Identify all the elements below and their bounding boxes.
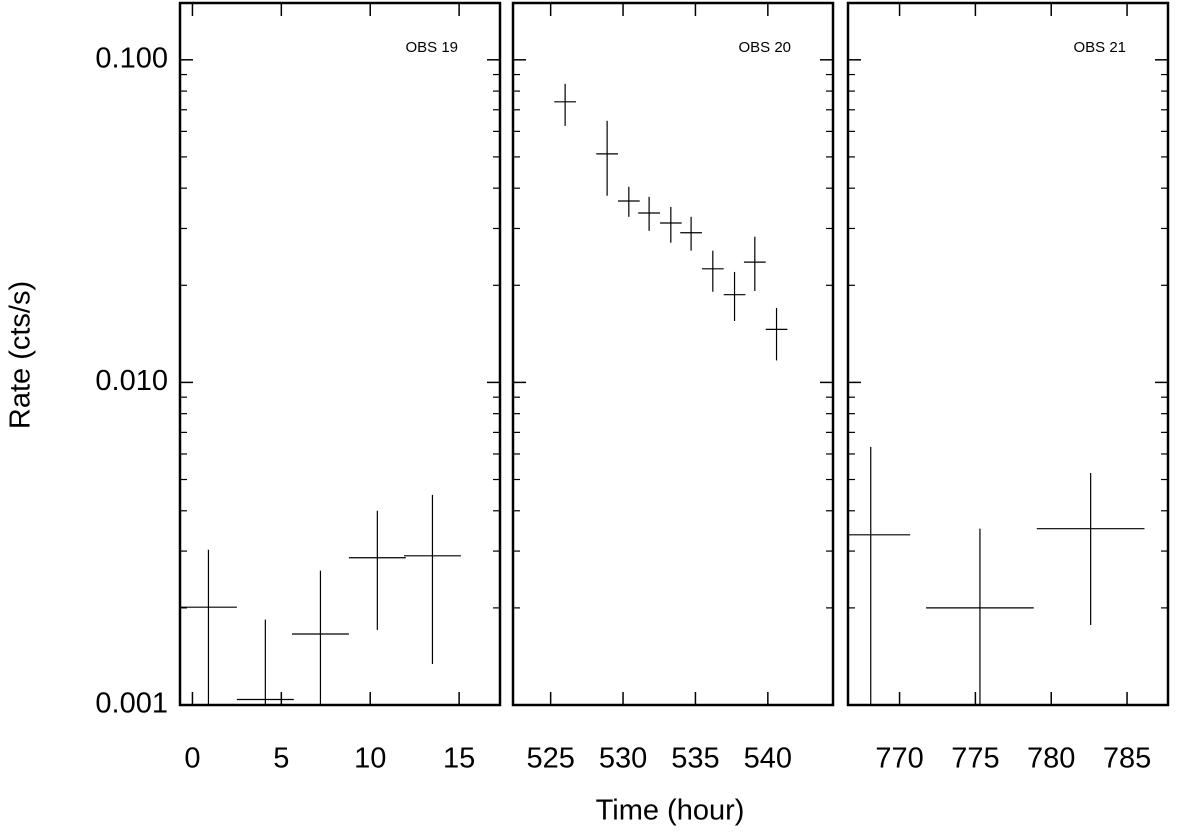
data-group (180, 494, 461, 705)
y-axis-label: Rate (cts/s) (5, 281, 37, 429)
plot-frame (178, 1, 502, 707)
y-tick-label: 0.001 (95, 688, 168, 720)
x-tick-label: 780 (1027, 743, 1075, 775)
x-tick-label: 5 (273, 743, 289, 775)
plot-frame (511, 1, 835, 707)
panel-annotation: OBS 20 (738, 39, 791, 56)
y-tick-label: 0.100 (95, 42, 168, 74)
x-tick-label: 0 (184, 743, 200, 775)
x-tick-label: 770 (875, 743, 923, 775)
panel-annotation: OBS 21 (1073, 39, 1126, 56)
data-group (848, 446, 1145, 705)
x-axis-label: Time (hour) (596, 795, 745, 827)
plot-frame (846, 1, 1170, 707)
x-tick-label: 785 (1103, 743, 1151, 775)
x-tick-label: 10 (354, 743, 386, 775)
x-tick-label: 525 (526, 743, 574, 775)
data-group (554, 83, 788, 361)
x-tick-label: 535 (671, 743, 719, 775)
x-tick-label: 775 (951, 743, 999, 775)
panel-annotation: OBS 19 (405, 39, 458, 56)
x-tick-label: 530 (599, 743, 647, 775)
x-tick-label: 15 (443, 743, 475, 775)
x-tick-label: 540 (744, 743, 792, 775)
y-tick-label: 0.010 (95, 365, 168, 397)
